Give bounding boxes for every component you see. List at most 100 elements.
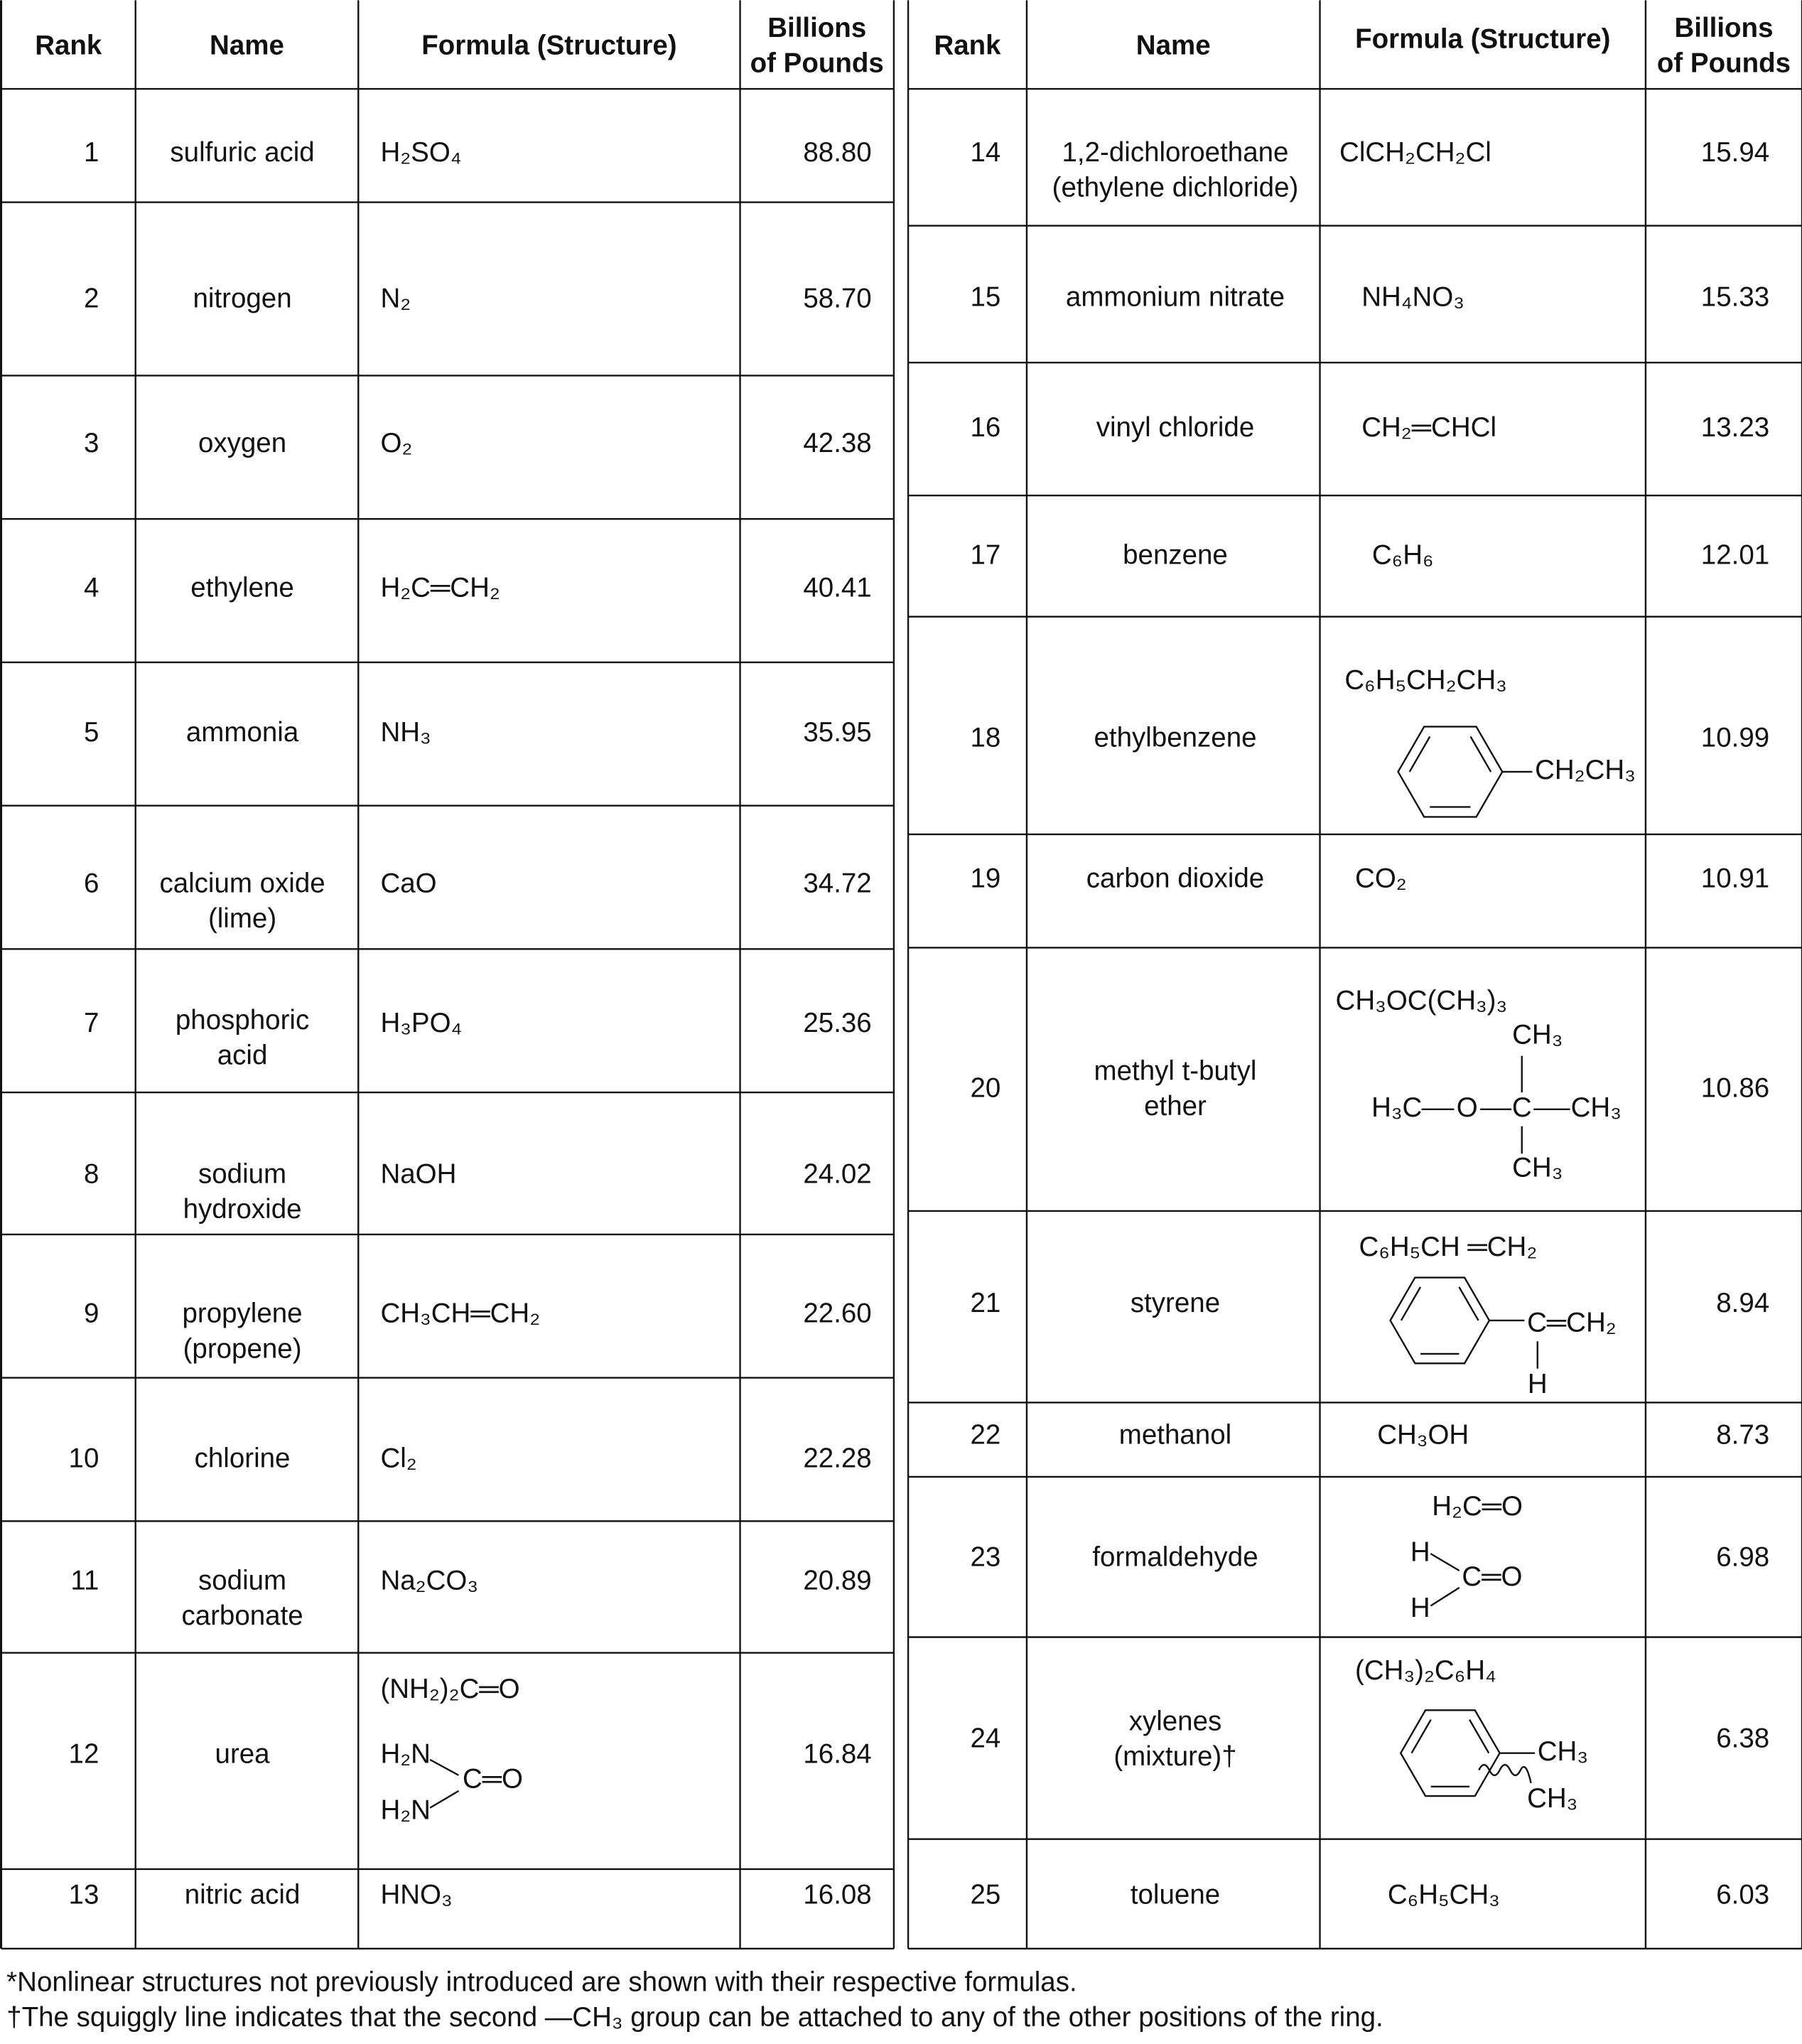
formula-cell: H₂C═CH₂ bbox=[380, 572, 500, 603]
formula-cell: CO₂ bbox=[1355, 863, 1407, 893]
structure-label: CH₃ bbox=[1512, 1152, 1563, 1183]
formula-cell: NH₄NO₃ bbox=[1361, 281, 1464, 312]
billions-cell: 22.28 bbox=[803, 1443, 871, 1473]
billions-cell: 15.94 bbox=[1701, 137, 1769, 168]
column-header: of Pounds bbox=[1657, 48, 1791, 78]
column-header: Rank bbox=[35, 31, 102, 61]
name-cell: vinyl chloride bbox=[1096, 412, 1255, 443]
rank-cell: 20 bbox=[970, 1073, 1000, 1104]
name-cell: acid bbox=[217, 1040, 268, 1071]
structure-label: H₃C bbox=[1371, 1092, 1422, 1123]
name-cell: sodium bbox=[198, 1159, 286, 1190]
billions-cell: 16.08 bbox=[803, 1880, 871, 1910]
rank-cell: 24 bbox=[970, 1723, 1000, 1754]
name-cell: (ethylene dichloride) bbox=[1052, 172, 1299, 203]
rank-cell: 21 bbox=[970, 1288, 1000, 1318]
ring-double-bond bbox=[1458, 1286, 1479, 1321]
billions-cell: 42.38 bbox=[803, 428, 871, 458]
structure-label: CH₃ bbox=[1527, 1783, 1577, 1814]
formula-cell: C₆H₅CH₂CH₃ bbox=[1344, 665, 1506, 696]
bond bbox=[429, 1790, 460, 1809]
formula-cell: (NH₂)₂C═O bbox=[380, 1674, 519, 1704]
formula-cell: C₆H₆ bbox=[1372, 540, 1434, 571]
structure-label: H bbox=[1410, 1593, 1430, 1623]
rank-cell: 17 bbox=[970, 540, 1000, 571]
formula-cell: H₂C═O bbox=[1432, 1491, 1523, 1522]
rank-cell: 3 bbox=[84, 428, 99, 458]
name-cell: nitric acid bbox=[185, 1880, 301, 1910]
structure-label: H bbox=[1410, 1537, 1430, 1567]
name-cell: (lime) bbox=[208, 903, 276, 934]
benzene-ring bbox=[1389, 1276, 1491, 1365]
billions-cell: 13.23 bbox=[1701, 412, 1769, 443]
formula-cell: Na₂CO₃ bbox=[380, 1566, 478, 1596]
name-cell: carbon dioxide bbox=[1086, 863, 1264, 893]
rank-cell: 11 bbox=[70, 1566, 99, 1596]
billions-cell: 8.94 bbox=[1716, 1288, 1769, 1318]
ring-double-bond bbox=[1410, 1719, 1432, 1754]
benzene-ring bbox=[1397, 726, 1504, 818]
name-cell: toluene bbox=[1131, 1880, 1220, 1910]
formula-cell: N₂ bbox=[380, 283, 411, 313]
ring-double-bond bbox=[1400, 1286, 1422, 1321]
bond bbox=[429, 1758, 460, 1776]
rank-cell: 13 bbox=[69, 1880, 99, 1910]
name-cell: 1,2-dichloroethane bbox=[1062, 137, 1289, 168]
rank-cell: 7 bbox=[84, 1008, 99, 1038]
column-header: Rank bbox=[934, 31, 1001, 61]
rank-cell: 1 bbox=[84, 137, 99, 168]
squiggle-bond bbox=[1478, 1764, 1532, 1784]
name-cell: phosphoric bbox=[176, 1005, 309, 1036]
rank-cell: 14 bbox=[970, 137, 1000, 168]
name-cell: methanol bbox=[1119, 1419, 1231, 1450]
formula-cell: C₆H₅CH ═CH₂ bbox=[1359, 1232, 1538, 1262]
name-cell: oxygen bbox=[198, 428, 286, 458]
formula-cell: CH₂═CHCl bbox=[1361, 412, 1496, 443]
column-header: Formula (Structure) bbox=[1355, 23, 1610, 54]
name-cell: carbonate bbox=[181, 1601, 303, 1631]
rank-cell: 2 bbox=[84, 283, 99, 313]
formula-cell: C₆H₅CH₃ bbox=[1388, 1880, 1500, 1910]
name-cell: methyl t-butyl bbox=[1094, 1056, 1257, 1087]
formula-cell: NH₃ bbox=[380, 717, 431, 748]
name-cell: benzene bbox=[1123, 540, 1228, 571]
ring-double-bond bbox=[1408, 736, 1431, 773]
name-cell: ethylbenzene bbox=[1094, 722, 1256, 753]
name-cell: ethylene bbox=[190, 572, 294, 603]
formula-cell: NaOH bbox=[380, 1159, 456, 1190]
billions-cell: 22.60 bbox=[803, 1298, 871, 1329]
billions-cell: 58.70 bbox=[803, 283, 871, 313]
name-cell: hydroxide bbox=[183, 1194, 302, 1225]
formula-cell: CaO bbox=[380, 868, 436, 899]
billions-cell: 10.91 bbox=[1701, 863, 1769, 893]
billions-cell: 6.98 bbox=[1716, 1542, 1769, 1573]
billions-cell: 6.03 bbox=[1716, 1880, 1769, 1910]
name-cell: styrene bbox=[1131, 1288, 1220, 1318]
structure-label: C═CH₂ bbox=[1527, 1308, 1617, 1338]
bond bbox=[1430, 1553, 1460, 1572]
billions-cell: 6.38 bbox=[1716, 1723, 1769, 1754]
billions-cell: 10.86 bbox=[1701, 1073, 1769, 1104]
rank-cell: 9 bbox=[84, 1298, 99, 1329]
name-cell: chlorine bbox=[195, 1443, 291, 1473]
ring-double-bond bbox=[1469, 736, 1492, 773]
billions-cell: 88.80 bbox=[803, 137, 871, 168]
billions-cell: 20.89 bbox=[803, 1566, 871, 1596]
name-cell: sulfuric acid bbox=[170, 137, 314, 168]
rank-cell: 12 bbox=[69, 1739, 99, 1770]
name-cell: nitrogen bbox=[193, 283, 291, 313]
rank-cell: 25 bbox=[970, 1880, 1000, 1910]
name-cell: calcium oxide bbox=[159, 868, 325, 899]
billions-cell: 10.99 bbox=[1701, 722, 1769, 753]
formula-cell: H₃PO₄ bbox=[380, 1008, 462, 1038]
billions-cell: 35.95 bbox=[803, 717, 871, 748]
footnote: *Nonlinear structures not previously int… bbox=[6, 1967, 1077, 1997]
name-cell: propylene bbox=[183, 1298, 303, 1329]
structure-label: CH₂CH₃ bbox=[1535, 755, 1636, 785]
benzene-ring bbox=[1399, 1709, 1501, 1797]
formula-cell: ClCH₂CH₂Cl bbox=[1339, 137, 1491, 168]
rank-cell: 18 bbox=[970, 722, 1000, 753]
rank-cell: 22 bbox=[970, 1419, 1000, 1450]
name-cell: formaldehyde bbox=[1092, 1542, 1258, 1573]
